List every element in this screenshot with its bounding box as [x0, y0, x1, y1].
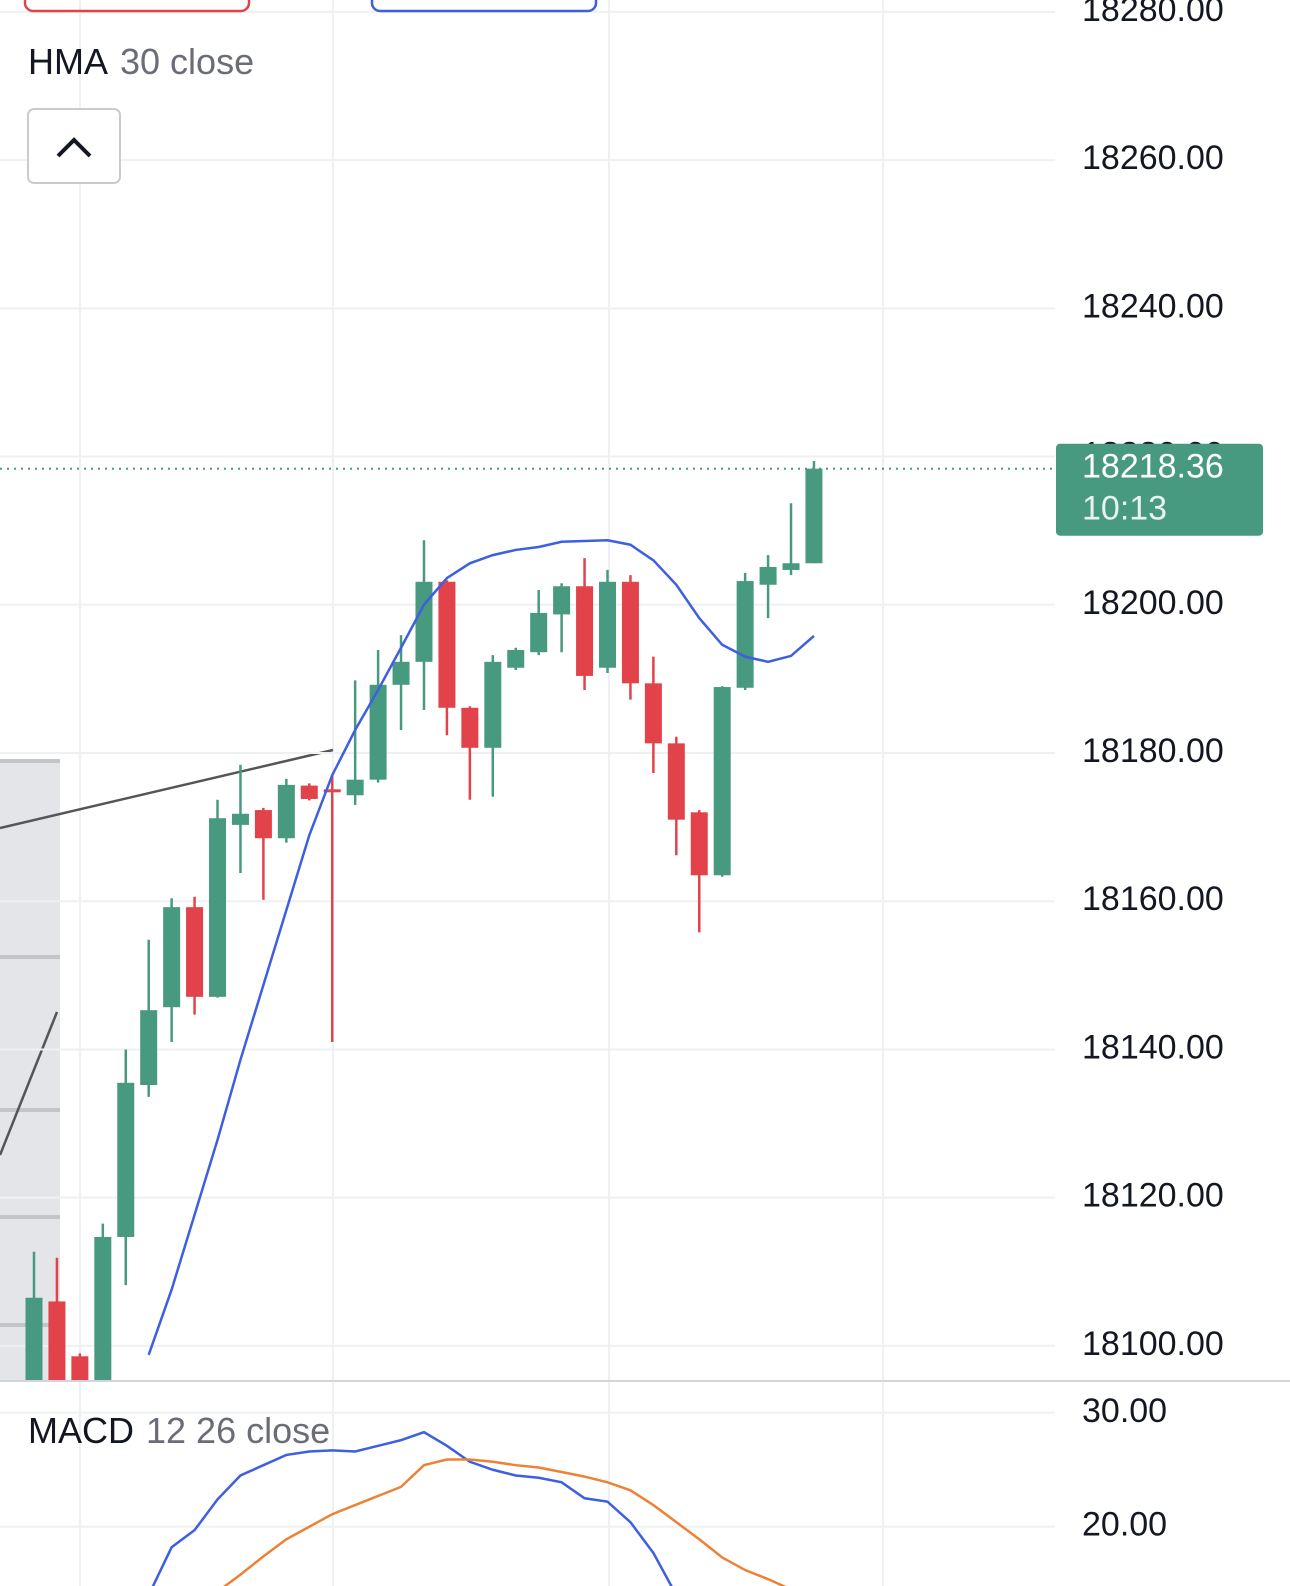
candle-body: [461, 707, 479, 748]
toolbar-button[interactable]: [23, 0, 251, 13]
candle-body: [805, 468, 823, 564]
candle-body: [117, 1082, 135, 1237]
candle-body: [369, 684, 387, 780]
collapse-button[interactable]: [27, 108, 121, 184]
candle-body: [782, 563, 800, 570]
grid: [79, 0, 884, 1586]
candle-body: [759, 566, 777, 585]
candle-body: [621, 581, 639, 684]
y-tick-label: 18120.00: [1082, 1177, 1224, 1215]
candle-body: [254, 810, 272, 839]
indicator-legend: MACD 12 26 close: [28, 1410, 330, 1451]
indicator-line: [151, 1430, 673, 1586]
drawings: [0, 748, 334, 1380]
candle-body: [553, 586, 571, 615]
macd-pane: [0, 1411, 1055, 1586]
price-pane: [0, 10, 1055, 1380]
candle-body: [346, 779, 364, 796]
candle-body: [71, 1356, 89, 1380]
indicator-name: MACD: [28, 1410, 134, 1451]
candle-body: [690, 812, 708, 876]
candle-body: [209, 818, 227, 997]
indicator-name: HMA: [28, 41, 108, 82]
y-tick-label: 30.00: [1082, 1392, 1167, 1430]
candle-body: [231, 813, 249, 825]
price-axis: 18100.00 18120.00 18140.00 18160.00 18180.00…: [1056, 0, 1263, 1544]
y-tick-label: 18200.00: [1082, 584, 1224, 622]
candle-body: [94, 1236, 112, 1380]
indicator-legend: HMA 30 close: [28, 41, 254, 82]
candle-body: [163, 907, 181, 1008]
trend-line: [0, 1011, 59, 1156]
indicator-line: [223, 1458, 787, 1586]
candle-body: [186, 907, 204, 997]
candle-body: [736, 581, 754, 688]
candle-body: [713, 687, 731, 876]
y-tick-label: 20.00: [1082, 1506, 1167, 1544]
toolbar-button[interactable]: [370, 0, 598, 13]
indicator-params: 30 close: [120, 41, 254, 82]
indicator-line: [147, 539, 815, 1356]
y-tick-label: 18140.00: [1082, 1028, 1224, 1066]
chevron-icon[interactable]: [56, 137, 92, 158]
y-tick-label: 18280.00: [1082, 0, 1224, 29]
candle-body: [25, 1297, 43, 1380]
indicator-params: 12 26 close: [146, 1410, 330, 1451]
candle-body: [300, 785, 318, 799]
candle-body: [507, 649, 525, 668]
candle-body: [599, 581, 616, 668]
candle-body: [140, 1010, 158, 1086]
y-tick-label: 18100.00: [1082, 1325, 1224, 1363]
candle-body: [644, 683, 662, 744]
candle-body: [415, 581, 433, 662]
price-tag-countdown: 10:13: [1082, 490, 1167, 528]
y-tick-label: 18180.00: [1082, 732, 1224, 770]
y-tick-label: 18160.00: [1082, 880, 1224, 918]
candle-body: [667, 743, 685, 820]
range-box: [0, 760, 60, 1380]
price-tag-value: 18218.36: [1082, 448, 1224, 486]
candle-body: [484, 661, 502, 748]
trend-line: [0, 748, 334, 830]
y-tick-label: 18240.00: [1082, 287, 1224, 325]
button-frame[interactable]: [27, 108, 121, 184]
candle-body: [530, 612, 548, 653]
candle-body: [438, 581, 456, 708]
candle-body: [48, 1301, 66, 1380]
candle-body: [576, 586, 594, 676]
price-tag: [1056, 443, 1263, 536]
candle-body: [277, 784, 295, 839]
candle-body: [323, 789, 341, 793]
candle-body: [392, 661, 410, 685]
y-tick-label: 18260.00: [1082, 139, 1224, 177]
